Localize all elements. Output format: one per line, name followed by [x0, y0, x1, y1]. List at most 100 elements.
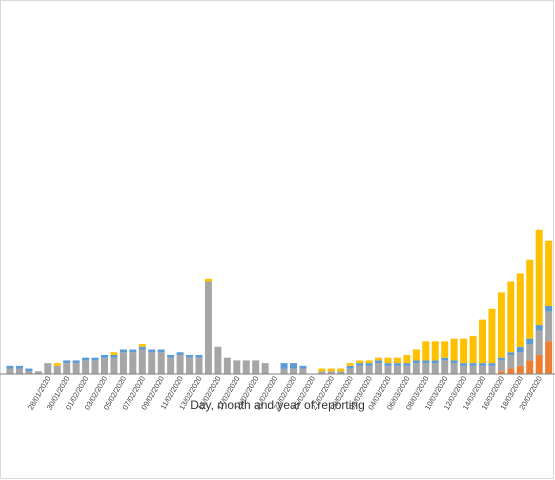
bar-segment-grey: [535, 330, 543, 355]
bar-segment-blue: [15, 365, 23, 369]
bar-segment-orange: [507, 368, 515, 374]
bar-segment-grey: [441, 360, 449, 374]
bar-segment-grey: [53, 365, 61, 374]
bar-segment-blue: [25, 368, 33, 372]
bar-segment-grey: [356, 365, 364, 374]
bar-segment-grey: [176, 354, 184, 374]
bar-segment-gold: [469, 335, 477, 364]
bar-segment-blue: [375, 360, 383, 364]
bar-segment-gold: [337, 368, 345, 372]
bar-segment-blue: [110, 354, 118, 358]
bar-segment-gold: [450, 338, 458, 361]
bar-segment-grey: [431, 363, 439, 374]
bar-segment-blue: [545, 306, 553, 312]
bar-segment-blue: [119, 349, 127, 353]
bar-segment-grey: [15, 368, 23, 374]
bar-segment-grey: [346, 368, 354, 374]
bar-segment-gold: [327, 368, 335, 372]
bar-segment-grey: [337, 371, 345, 374]
bar-segment-gold: [384, 357, 392, 364]
bar-segment-grey: [422, 363, 430, 374]
bar-segment-grey: [479, 365, 486, 374]
bar-segment-orange: [526, 360, 534, 374]
bar-segment-orange: [545, 341, 553, 374]
bar-segment-blue: [280, 363, 288, 369]
bar-segment-blue: [148, 349, 156, 353]
bar-segment-grey: [25, 371, 33, 374]
bar-segment-blue: [479, 363, 486, 366]
bar-segment-grey: [233, 360, 241, 374]
bar-segment-blue: [72, 360, 80, 364]
bar-segment-blue: [516, 346, 524, 353]
bar-segment-grey: [44, 363, 52, 374]
bar-segment-blue: [403, 363, 411, 366]
bar-segment-blue: [299, 365, 307, 369]
bar-segment-grey: [403, 365, 411, 374]
bar-segment-gold: [507, 281, 515, 353]
bar-segment-blue: [290, 363, 297, 369]
bar-segment-grey: [497, 360, 505, 372]
bar-segment-grey: [375, 363, 383, 374]
bar-segment-blue: [450, 360, 458, 364]
bar-segment-blue: [176, 352, 184, 355]
bar-segment-grey: [186, 357, 194, 374]
bar-segment-blue: [167, 354, 175, 358]
bar-segment-grey: [280, 368, 288, 374]
bar-segment-grey: [91, 360, 99, 374]
bar-segment-blue: [469, 363, 477, 366]
bar-segment-gold: [497, 292, 505, 358]
bar-segment-blue: [393, 363, 401, 366]
bar-segment-grey: [488, 365, 496, 374]
bar-segment-gold: [526, 259, 534, 339]
bar-segment-blue: [422, 360, 430, 364]
bar-segment-grey: [214, 346, 222, 374]
bar-segment-blue: [186, 354, 194, 358]
bar-segment-blue: [384, 363, 392, 366]
bar-segment-grey: [393, 365, 401, 374]
bar-segment-grey: [82, 360, 90, 374]
bar-segment-grey: [6, 368, 14, 374]
bar-segment-blue: [497, 357, 505, 361]
bar-segment-blue: [138, 346, 146, 350]
bar-segment-blue: [346, 365, 354, 369]
bar-segment-gold: [138, 344, 146, 347]
bar-segment-gold: [53, 363, 61, 366]
bar-segment-grey: [223, 357, 231, 374]
bar-segment-gold: [346, 363, 354, 366]
bar-segment-gold: [412, 349, 420, 361]
bar-segment-gold: [460, 338, 468, 364]
bar-segment-gold: [365, 360, 373, 364]
bar-segment-gold: [545, 240, 553, 306]
bar-segment-grey: [412, 363, 420, 374]
bar-segment-blue: [91, 357, 99, 361]
bar-segment-grey: [63, 363, 71, 374]
bar-segment-grey: [507, 354, 515, 369]
bar-segment-grey: [327, 371, 335, 374]
bar-segment-gold: [441, 341, 449, 358]
bar-segment-blue: [431, 360, 439, 364]
bar-segment-grey: [72, 363, 80, 374]
bar-segment-grey: [299, 368, 307, 374]
bar-segment-grey: [101, 357, 108, 374]
bar-segment-gold: [403, 354, 411, 364]
bar-segment-grey: [110, 357, 118, 374]
bar-segment-gold: [422, 341, 430, 361]
bar-segment-gold: [516, 273, 524, 347]
x-axis-title: Day, month and year of reporting: [190, 398, 365, 412]
bar-segment-grey: [252, 360, 260, 374]
bar-segment-grey: [545, 311, 553, 342]
bar-segment-grey: [469, 365, 477, 374]
bar-segment-grey: [290, 368, 297, 374]
bar-segment-blue: [365, 363, 373, 366]
bar-segment-grey: [526, 344, 534, 361]
bar-segment-grey: [365, 365, 373, 374]
bar-segment-blue: [82, 357, 90, 361]
bar-segment-gold: [488, 308, 496, 364]
bar-segment-blue: [129, 349, 137, 353]
bar-segment-grey: [167, 357, 175, 374]
bar-segment-orange: [516, 365, 524, 374]
bar-segment-gold: [204, 278, 212, 282]
bar-segment-grey: [138, 349, 146, 374]
